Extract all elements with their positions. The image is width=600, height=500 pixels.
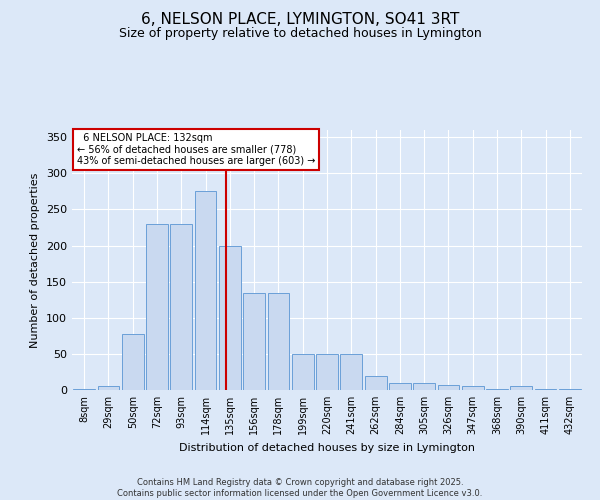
Bar bbox=[73, 388, 95, 390]
Text: 6 NELSON PLACE: 132sqm
← 56% of detached houses are smaller (778)
43% of semi-de: 6 NELSON PLACE: 132sqm ← 56% of detached… bbox=[77, 132, 316, 166]
Bar bbox=[146, 224, 168, 390]
X-axis label: Distribution of detached houses by size in Lymington: Distribution of detached houses by size … bbox=[179, 442, 475, 452]
Bar bbox=[559, 388, 581, 390]
Bar bbox=[243, 292, 265, 390]
Text: Contains HM Land Registry data © Crown copyright and database right 2025.
Contai: Contains HM Land Registry data © Crown c… bbox=[118, 478, 482, 498]
Bar bbox=[486, 388, 508, 390]
Bar bbox=[462, 386, 484, 390]
Bar bbox=[292, 354, 314, 390]
Bar bbox=[511, 386, 532, 390]
Bar bbox=[316, 354, 338, 390]
Bar bbox=[389, 383, 411, 390]
Bar bbox=[413, 383, 435, 390]
Text: Size of property relative to detached houses in Lymington: Size of property relative to detached ho… bbox=[119, 28, 481, 40]
Bar bbox=[535, 388, 556, 390]
Text: 6, NELSON PLACE, LYMINGTON, SO41 3RT: 6, NELSON PLACE, LYMINGTON, SO41 3RT bbox=[141, 12, 459, 28]
Bar bbox=[437, 385, 460, 390]
Bar bbox=[340, 354, 362, 390]
Y-axis label: Number of detached properties: Number of detached properties bbox=[31, 172, 40, 348]
Bar bbox=[170, 224, 192, 390]
Bar bbox=[268, 292, 289, 390]
Bar bbox=[194, 192, 217, 390]
Bar bbox=[97, 386, 119, 390]
Bar bbox=[219, 246, 241, 390]
Bar bbox=[122, 334, 143, 390]
Bar bbox=[365, 376, 386, 390]
